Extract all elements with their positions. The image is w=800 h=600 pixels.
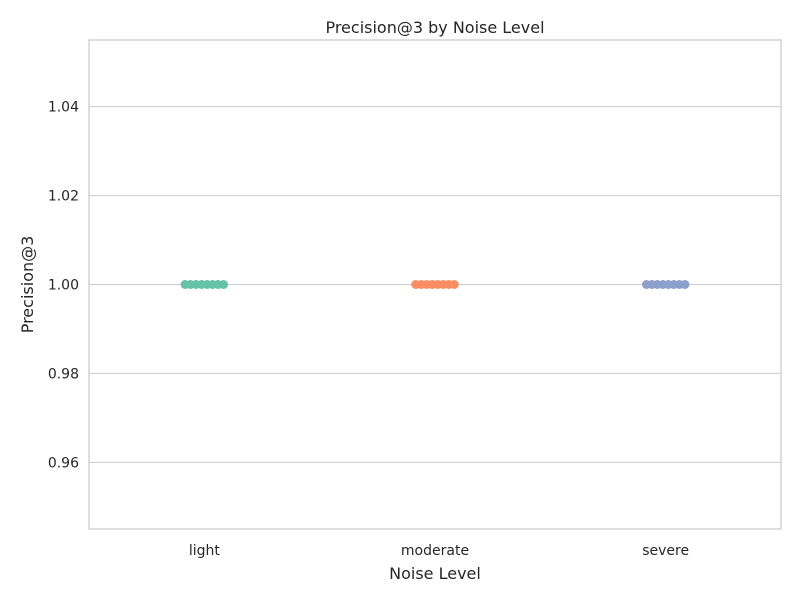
plot-frame [88,39,782,530]
x-tick-labels: light moderate severe [189,543,689,559]
data-point [680,280,690,289]
y-tick-label: 1.02 [48,189,79,205]
y-tick-label: 1.04 [48,100,79,116]
series-light [180,280,229,289]
x-axis-label: Noise Level [389,564,481,583]
y-tick-label: 0.96 [48,455,79,471]
x-tick-label: moderate [401,543,469,559]
y-tick-label: 0.98 [48,366,79,382]
y-tick-label: 1.00 [48,278,79,294]
series-moderate [411,280,459,289]
x-tick-label: light [189,543,221,559]
y-axis-label: Precision@3 [18,236,37,334]
y-tick-labels: 0.96 0.98 1.00 1.02 1.04 [48,100,79,472]
x-tick-label: severe [642,543,689,559]
data-marks [180,280,690,289]
series-severe [641,280,690,289]
data-point [449,280,459,289]
data-point [219,280,229,289]
chart-title: Precision@3 by Noise Level [325,18,544,37]
